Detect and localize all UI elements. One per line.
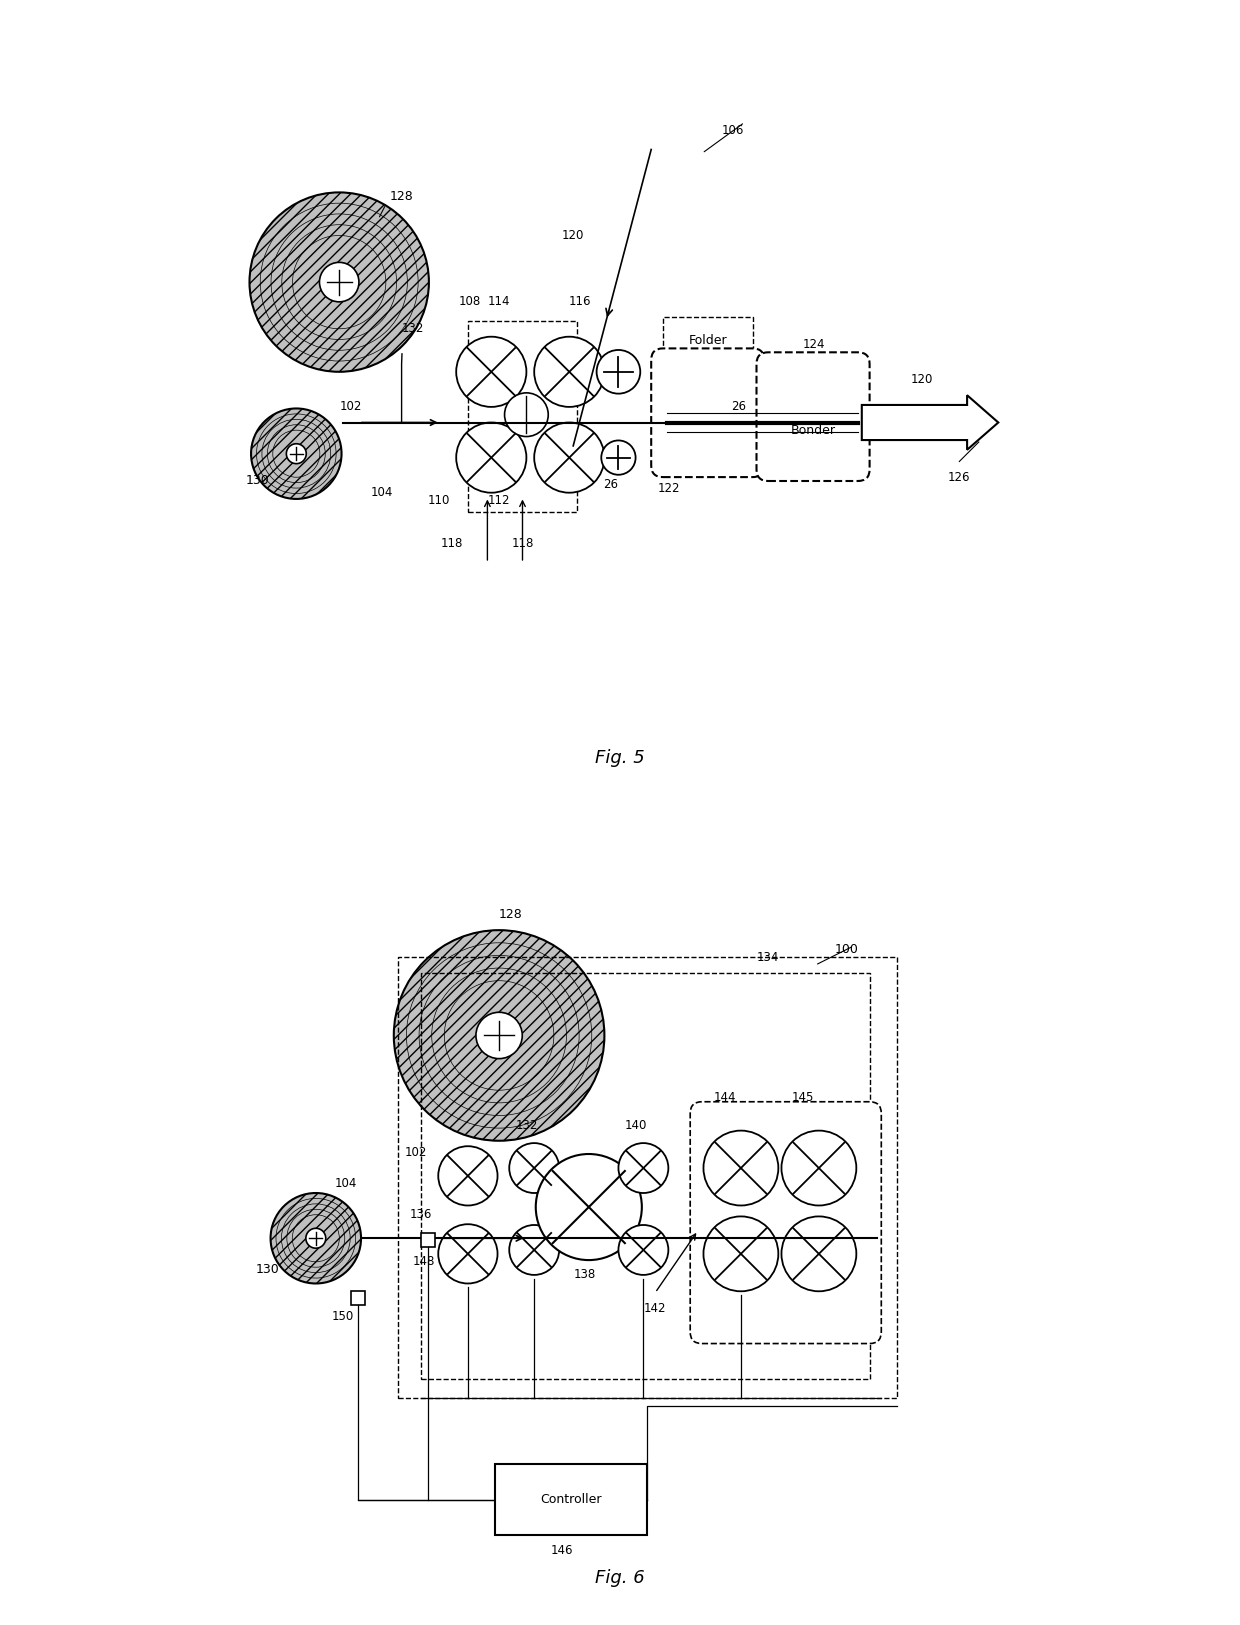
Text: 150: 150 xyxy=(332,1310,355,1323)
Circle shape xyxy=(781,1131,857,1206)
Circle shape xyxy=(286,444,306,463)
Circle shape xyxy=(534,336,604,406)
Text: 128: 128 xyxy=(389,190,413,203)
Text: Bonder: Bonder xyxy=(791,424,836,437)
Text: 142: 142 xyxy=(644,1302,666,1315)
Text: 26: 26 xyxy=(732,400,746,413)
Circle shape xyxy=(306,1228,326,1248)
Text: 116: 116 xyxy=(568,296,590,309)
Bar xyxy=(422,973,869,1378)
Text: 128: 128 xyxy=(498,908,523,921)
Text: Fig. 5: Fig. 5 xyxy=(595,749,645,767)
Text: 100: 100 xyxy=(835,942,858,955)
Circle shape xyxy=(596,349,640,393)
Circle shape xyxy=(619,1225,668,1276)
Text: 118: 118 xyxy=(441,536,464,549)
Text: 134: 134 xyxy=(756,951,780,964)
Bar xyxy=(351,1290,365,1305)
Circle shape xyxy=(534,422,604,492)
Bar xyxy=(422,1233,435,1246)
FancyBboxPatch shape xyxy=(651,348,764,478)
Circle shape xyxy=(619,1142,668,1193)
Text: 140: 140 xyxy=(625,1118,647,1131)
Text: 120: 120 xyxy=(562,229,584,242)
Bar xyxy=(495,1464,647,1534)
Circle shape xyxy=(456,336,527,406)
Bar xyxy=(467,322,577,512)
Text: 26: 26 xyxy=(603,478,618,491)
Text: 126: 126 xyxy=(949,471,971,484)
FancyBboxPatch shape xyxy=(756,353,869,481)
Text: 106: 106 xyxy=(722,124,744,136)
Text: Fig. 6: Fig. 6 xyxy=(595,1568,645,1586)
Text: 132: 132 xyxy=(515,1118,538,1131)
Text: 145: 145 xyxy=(792,1092,815,1105)
Text: 110: 110 xyxy=(428,494,450,507)
Text: Controller: Controller xyxy=(541,1493,601,1506)
Circle shape xyxy=(250,408,341,499)
Circle shape xyxy=(601,440,636,474)
Circle shape xyxy=(781,1217,857,1292)
Text: 138: 138 xyxy=(574,1269,596,1282)
Text: 104: 104 xyxy=(335,1176,357,1190)
Circle shape xyxy=(510,1142,559,1193)
Circle shape xyxy=(510,1225,559,1276)
Text: Folder: Folder xyxy=(688,335,727,348)
Text: 112: 112 xyxy=(487,494,511,507)
Circle shape xyxy=(456,422,527,492)
Text: 136: 136 xyxy=(410,1209,433,1222)
Circle shape xyxy=(703,1131,779,1206)
Bar xyxy=(769,406,858,453)
Circle shape xyxy=(703,1217,779,1292)
Circle shape xyxy=(505,393,548,437)
Text: 108: 108 xyxy=(459,296,481,309)
Text: 132: 132 xyxy=(402,322,424,335)
Text: 130: 130 xyxy=(246,474,269,487)
Text: 146: 146 xyxy=(551,1544,573,1557)
Text: 120: 120 xyxy=(910,374,932,387)
FancyBboxPatch shape xyxy=(691,1102,882,1344)
Circle shape xyxy=(536,1154,642,1259)
Text: 102: 102 xyxy=(340,400,362,413)
Circle shape xyxy=(270,1193,361,1284)
Text: 148: 148 xyxy=(412,1254,435,1268)
Bar xyxy=(398,957,897,1398)
FancyArrow shape xyxy=(862,395,998,450)
Text: 124: 124 xyxy=(802,338,825,351)
Text: 122: 122 xyxy=(658,483,681,496)
Circle shape xyxy=(320,262,358,302)
Text: 102: 102 xyxy=(404,1146,427,1159)
Text: 130: 130 xyxy=(255,1263,279,1276)
Circle shape xyxy=(438,1224,497,1284)
Bar xyxy=(663,317,753,364)
Text: 118: 118 xyxy=(511,536,533,549)
Circle shape xyxy=(394,929,604,1141)
Circle shape xyxy=(249,192,429,372)
Circle shape xyxy=(476,1012,522,1058)
Text: 104: 104 xyxy=(371,486,393,499)
Text: 114: 114 xyxy=(487,296,511,309)
Circle shape xyxy=(438,1146,497,1206)
Text: 144: 144 xyxy=(714,1092,737,1105)
